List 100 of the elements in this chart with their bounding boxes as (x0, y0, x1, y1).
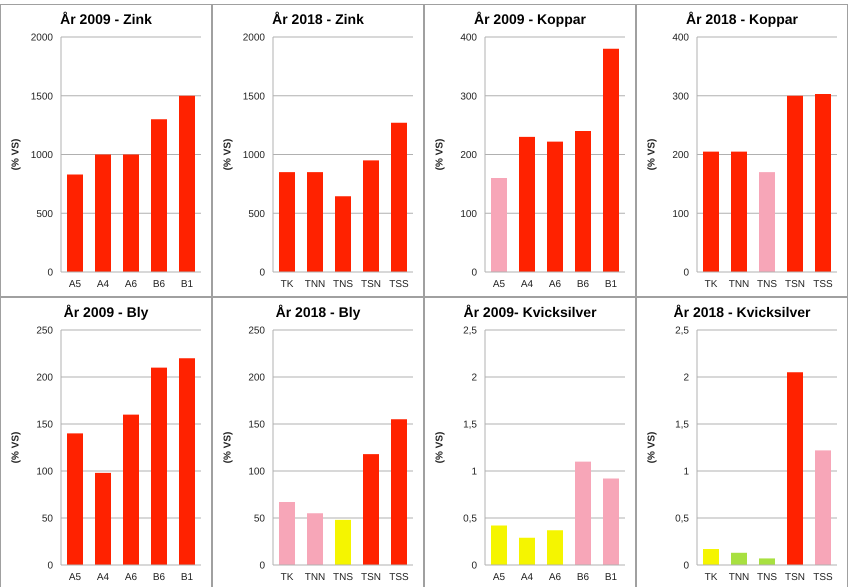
x-tick-label: A6 (548, 572, 562, 584)
y-tick-label: 400 (460, 32, 478, 44)
y-tick-label: 100 (248, 466, 266, 478)
x-tick-label: A6 (124, 279, 138, 290)
chart-title: År 2018 - Zink (271, 11, 365, 27)
bar (519, 538, 535, 565)
bar (731, 552, 747, 565)
y-tick-label: 2 (471, 372, 478, 384)
y-tick-label: 250 (36, 326, 54, 337)
y-axis-title: (% VS) (222, 432, 234, 464)
x-tick-label: TNS (757, 279, 778, 290)
y-tick-label: 1 (683, 466, 690, 478)
x-tick-label: A4 (520, 572, 534, 584)
bar (391, 419, 407, 565)
y-tick-label: 200 (248, 372, 266, 384)
y-tick-label: 2,5 (463, 326, 478, 337)
x-tick-label: B6 (152, 572, 166, 584)
bar (151, 119, 167, 272)
y-tick-label: 0 (259, 560, 266, 572)
bar (307, 172, 323, 272)
y-tick-label: 1,5 (463, 420, 478, 431)
x-tick-label: TSS (389, 279, 410, 290)
y-axis-title: (% VS) (10, 432, 22, 464)
y-tick-label: 0,5 (463, 514, 478, 525)
bar (491, 178, 507, 272)
y-tick-label: 250 (248, 326, 266, 337)
y-tick-label: 2000 (242, 32, 266, 44)
bar (67, 433, 83, 565)
bar (307, 513, 323, 565)
y-axis-title: (% VS) (646, 138, 658, 170)
x-tick-label: TSN (785, 279, 805, 290)
y-tick-label: 500 (248, 208, 266, 220)
bar (703, 549, 719, 565)
bar (787, 96, 803, 272)
bar (335, 520, 351, 565)
y-axis-title: (% VS) (434, 432, 446, 464)
x-tick-label: TNN (304, 572, 326, 584)
x-tick-label: A5 (68, 279, 82, 290)
bar (123, 154, 139, 272)
bar (123, 414, 139, 565)
y-tick-label: 0 (47, 560, 54, 572)
x-tick-label: A6 (124, 572, 138, 584)
chart-title: År 2009 - Koppar (472, 11, 588, 27)
y-tick-label: 1 (471, 466, 478, 478)
bar (179, 358, 195, 565)
y-tick-label: 500 (36, 208, 54, 220)
bar (703, 152, 719, 272)
x-tick-label: B1 (180, 572, 194, 584)
x-tick-label: A4 (96, 279, 110, 290)
y-tick-label: 1000 (30, 150, 54, 162)
y-tick-label: 100 (460, 208, 478, 220)
y-tick-label: 1,5 (675, 420, 690, 431)
x-tick-label: A6 (548, 279, 562, 290)
bar (759, 172, 775, 272)
y-tick-label: 100 (36, 466, 54, 478)
x-tick-label: B6 (576, 279, 590, 290)
chart-title: År 2009 - Bly (62, 304, 150, 320)
x-tick-label: A4 (96, 572, 110, 584)
x-tick-label: TSN (361, 279, 381, 290)
y-tick-label: 0 (471, 560, 478, 572)
y-tick-label: 2,5 (675, 326, 690, 337)
bar (603, 48, 619, 272)
y-tick-label: 2000 (30, 32, 54, 44)
bar (335, 196, 351, 272)
y-tick-label: 200 (672, 150, 690, 162)
x-tick-label: TNS (333, 279, 354, 290)
x-tick-label: A5 (68, 572, 82, 584)
bar (95, 472, 111, 565)
bar (815, 450, 831, 565)
x-tick-label: TNN (728, 572, 750, 584)
y-tick-label: 200 (36, 372, 54, 384)
x-tick-label: B1 (604, 572, 618, 584)
bar (279, 172, 295, 272)
y-axis-title: (% VS) (10, 138, 22, 170)
bar (815, 94, 831, 272)
x-tick-label: B1 (604, 279, 618, 290)
x-tick-label: TNN (728, 279, 750, 290)
bar (575, 462, 591, 565)
bar (575, 131, 591, 272)
y-tick-label: 0 (683, 560, 690, 572)
x-tick-label: A4 (520, 279, 534, 290)
bar (391, 122, 407, 272)
x-tick-label: TSN (361, 572, 381, 584)
x-tick-label: B6 (576, 572, 590, 584)
y-tick-label: 150 (248, 420, 266, 431)
x-tick-label: TK (280, 572, 294, 584)
chart-title: År 2018 - Bly (274, 304, 362, 320)
y-tick-label: 200 (460, 150, 478, 162)
y-tick-label: 0 (47, 268, 54, 279)
x-tick-label: TSS (813, 279, 834, 290)
chart-title: År 2018 - Kvicksilver (672, 304, 812, 320)
chart-title: År 2009- Kvicksilver (462, 304, 598, 320)
x-tick-label: TNN (304, 279, 326, 290)
bar (67, 174, 83, 272)
x-tick-label: TK (704, 279, 718, 290)
y-tick-label: 400 (672, 32, 690, 44)
x-tick-label: TSS (813, 572, 834, 584)
bar (787, 372, 803, 565)
x-tick-label: A5 (492, 572, 506, 584)
x-tick-label: TNS (757, 572, 778, 584)
